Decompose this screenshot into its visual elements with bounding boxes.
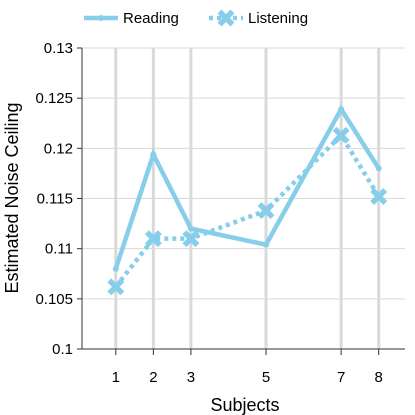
data-point-reading — [187, 225, 194, 232]
x-tick-label: 8 — [375, 369, 383, 386]
legend-label: Reading — [123, 10, 179, 27]
x-tick-label: 3 — [187, 369, 195, 386]
y-tick-label: 0.115 — [37, 191, 73, 208]
legend-x-marker-icon — [217, 9, 235, 27]
legend-item-listening: Listening — [209, 9, 308, 27]
data-point-listening — [370, 188, 388, 205]
x-tick-label: 2 — [149, 369, 157, 386]
data-point-reading — [150, 151, 157, 158]
data-point-reading — [375, 165, 382, 172]
y-axis: 0.1 0.105 0.11 0.115 0.12 0.125 0.13 — [35, 40, 82, 358]
y-axis-title: Estimated Noise Ceiling — [2, 102, 22, 293]
series-lines — [107, 104, 388, 296]
y-tick-label: 0.1 — [52, 341, 73, 358]
series-line-listening — [114, 131, 381, 289]
data-point-listening — [257, 202, 275, 219]
x-tick-label: 5 — [262, 369, 270, 386]
data-point-listening — [332, 126, 350, 144]
x-axis: 1 2 3 5 7 8 — [112, 349, 383, 386]
data-point-reading — [338, 106, 345, 113]
y-tick-label: 0.125 — [35, 90, 73, 107]
y-tick-label: 0.11 — [45, 241, 73, 258]
x-tick-label: 1 — [112, 369, 120, 386]
legend-item-reading: Reading — [84, 10, 179, 27]
data-point-reading — [112, 265, 119, 272]
data-point-listening — [107, 278, 125, 296]
grid — [82, 47, 405, 350]
legend-dot-marker-icon — [98, 15, 104, 21]
y-tick-label: 0.12 — [44, 140, 73, 157]
x-axis-title: Subjects — [210, 395, 279, 415]
data-point-listening — [182, 230, 200, 248]
data-point-listening — [144, 230, 162, 248]
legend: Reading Listening — [84, 9, 308, 27]
legend-label: Listening — [248, 10, 308, 27]
x-tick-label: 7 — [337, 369, 345, 386]
y-tick-label: 0.105 — [35, 291, 73, 308]
data-point-reading — [263, 241, 270, 248]
series-line-reading — [113, 104, 381, 270]
y-tick-label: 0.13 — [44, 40, 73, 57]
